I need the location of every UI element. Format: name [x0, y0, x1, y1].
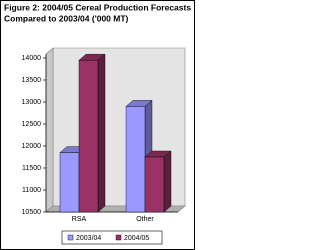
y-tick-label: 11000	[22, 187, 41, 194]
legend-swatch	[115, 234, 122, 241]
legend-box	[61, 230, 163, 245]
bar-side	[163, 150, 172, 213]
legend-label: 2003/04	[76, 235, 101, 242]
y-tick-label: 12500	[22, 121, 42, 128]
bar	[59, 152, 80, 213]
y-tick-label: 12000	[22, 143, 42, 150]
y-tick-label: 14000	[22, 55, 42, 62]
bar-side	[97, 53, 106, 213]
bar	[78, 60, 99, 213]
bar	[144, 156, 165, 213]
bar	[125, 106, 146, 213]
side-wall	[45, 47, 54, 213]
y-tick-label: 13500	[22, 77, 42, 84]
legend-swatch	[67, 234, 74, 241]
chart-title: Compared to 2003/04 ('000 MT)	[4, 13, 129, 23]
chart-title: Figure 2: 2004/05 Cereal Production Fore…	[4, 2, 191, 12]
y-tick-label: 10500	[22, 209, 42, 216]
y-tick-label: 11500	[22, 165, 41, 172]
x-tick-label: RSA	[72, 216, 87, 223]
chart: Figure 2: 2004/05 Cereal Production Fore…	[0, 0, 195, 250]
legend-label: 2004/05	[124, 235, 149, 242]
y-tick-label: 13000	[22, 99, 42, 106]
x-tick-label: Other	[136, 216, 154, 223]
